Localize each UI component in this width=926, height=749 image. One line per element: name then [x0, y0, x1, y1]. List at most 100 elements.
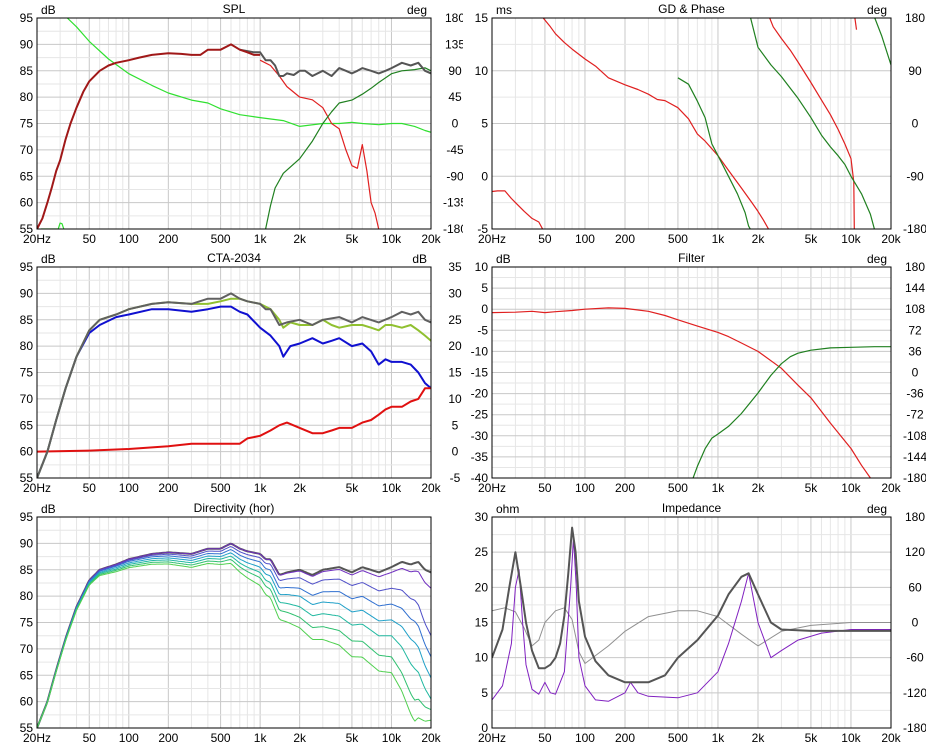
- y-tick-label: 55: [20, 471, 34, 485]
- y-tick-label: 85: [20, 313, 34, 327]
- right-unit-label: deg: [407, 3, 427, 17]
- x-tick-label: 500: [668, 481, 688, 495]
- series-line-2: [37, 546, 431, 728]
- y-tick-label: 75: [20, 366, 34, 380]
- x-tick-label: 500: [668, 731, 688, 745]
- series-line-1: [37, 387, 431, 453]
- y2-tick-label: -5: [450, 471, 461, 485]
- y2-tick-label: 72: [908, 323, 922, 337]
- y-tick-label: 75: [20, 117, 34, 131]
- x-tick-label: 10k: [382, 232, 402, 246]
- x-tick-label: 500: [211, 232, 231, 246]
- y2-tick-label: 90: [448, 64, 462, 78]
- y-tick-label: 80: [20, 339, 34, 353]
- x-tick-label: 200: [158, 481, 178, 495]
- x-tick-label: 500: [211, 731, 231, 745]
- x-tick-label: 2k: [752, 481, 766, 495]
- y2-tick-label: 35: [448, 260, 462, 274]
- series-line-4: [37, 43, 261, 229]
- x-tick-label: 100: [119, 232, 139, 246]
- y2-tick-label: -108: [903, 429, 926, 443]
- series-group: [37, 18, 431, 229]
- y-tick-label: -5: [477, 222, 488, 236]
- y2-tick-label: 135: [445, 37, 463, 51]
- y-tick-label: 10: [475, 651, 489, 665]
- y2-tick-label: -90: [906, 169, 924, 183]
- x-tick-label: 5k: [346, 232, 360, 246]
- chart-title: GD & Phase: [658, 2, 725, 16]
- left-unit-label: dB: [496, 252, 511, 266]
- y-tick-label: 90: [20, 286, 34, 300]
- y-tick-label: 20: [475, 580, 489, 594]
- x-tick-label: 20k: [881, 232, 901, 246]
- plot-frame: [36, 266, 432, 479]
- y2-tick-label: 5: [452, 418, 459, 432]
- series-line-0: [41, 18, 431, 229]
- y-tick-label: 90: [20, 536, 34, 550]
- y-tick-label: 85: [20, 563, 34, 577]
- series-line-2: [265, 67, 431, 229]
- y2-tick-label: 180: [905, 260, 925, 274]
- chart-title: SPL: [223, 2, 246, 16]
- y2-tick-label: 30: [448, 286, 462, 300]
- x-tick-label: 10k: [841, 232, 861, 246]
- y2-tick-label: 180: [905, 510, 925, 524]
- y-tick-label: -5: [477, 323, 488, 337]
- x-tick-label: 100: [575, 731, 595, 745]
- y-tick-label: 95: [20, 260, 34, 274]
- chart-title: Impedance: [662, 501, 722, 515]
- x-tick-label: 500: [211, 481, 231, 495]
- y-tick-label: -25: [471, 408, 489, 422]
- series-line-4: [37, 552, 431, 728]
- x-tick-label: 1k: [712, 731, 726, 745]
- series-line-5: [37, 555, 431, 728]
- left-unit-label: dB: [41, 502, 56, 516]
- series-line-1: [259, 59, 380, 229]
- y2-tick-label: 0: [912, 366, 919, 380]
- series-group: [37, 292, 431, 478]
- plot-frame: [491, 17, 892, 230]
- series-group: [492, 526, 891, 702]
- right-unit-label: deg: [867, 3, 887, 17]
- grid: [36, 17, 432, 230]
- y-tick-label: 90: [20, 37, 34, 51]
- x-tick-label: 50: [538, 481, 552, 495]
- y2-tick-label: 20: [448, 339, 462, 353]
- x-tick-label: 10k: [382, 731, 402, 745]
- y-tick-label: -10: [471, 344, 489, 358]
- x-tick-label: 2k: [752, 232, 766, 246]
- x-tick-label: 200: [615, 731, 635, 745]
- right-unit-label: dB: [412, 252, 427, 266]
- x-tick-label: 10k: [841, 481, 861, 495]
- y2-tick-label: 60: [908, 580, 922, 594]
- plot-frame: [491, 516, 892, 729]
- y-tick-label: 15: [475, 616, 489, 630]
- y-tick-label: 5: [481, 281, 488, 295]
- y2-tick-label: 0: [912, 616, 919, 630]
- left-unit-label: dB: [41, 3, 56, 17]
- y2-tick-label: 144: [905, 281, 925, 295]
- x-tick-label: 20k: [421, 731, 441, 745]
- y-tick-label: 95: [20, 11, 34, 25]
- cta2034-chart: 20Hz 50 100 200 500 1k 2k 5k 10k 20k5560657075808…: [20, 251, 462, 495]
- x-tick-label: 5k: [805, 232, 819, 246]
- chart-title: Filter: [678, 251, 705, 265]
- y-tick-label: -40: [471, 471, 489, 485]
- x-tick-label: 1k: [254, 481, 268, 495]
- y-tick-label: -30: [471, 429, 489, 443]
- grid: [491, 266, 892, 479]
- y2-tick-label: -180: [903, 222, 926, 236]
- impedance-chart: 20Hz 50 100 200 500 1k 2k 5k 10k 20k 0 5 10 15 20 25 30 -…: [475, 501, 926, 745]
- x-tick-label: 50: [538, 731, 552, 745]
- y-tick-label: 70: [20, 392, 34, 406]
- y2-tick-label: -180: [903, 471, 926, 485]
- x-tick-label: 1k: [254, 731, 268, 745]
- left-unit-label: ohm: [496, 502, 519, 516]
- series-line-1: [37, 543, 431, 728]
- y2-tick-label: -60: [906, 651, 924, 665]
- y-tick-label: 80: [20, 589, 34, 603]
- x-tick-label: 20Hz: [23, 232, 51, 246]
- y2-tick-label: -72: [906, 408, 924, 422]
- y2-tick-label: 0: [912, 117, 919, 131]
